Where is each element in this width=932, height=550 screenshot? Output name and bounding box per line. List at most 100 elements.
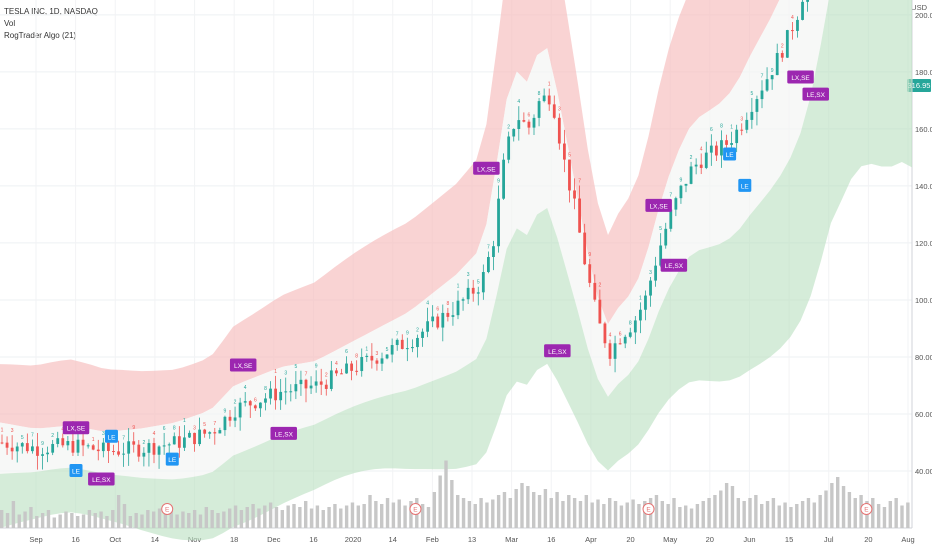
candle-body (390, 345, 394, 355)
candle-count: 1 (1, 427, 4, 433)
candle-body (198, 429, 201, 445)
candle-body (117, 451, 120, 455)
volume-bar (309, 508, 314, 528)
candle-count: 4 (426, 301, 429, 307)
volume-bar (116, 495, 121, 528)
signal-label: LX,SE (477, 166, 496, 173)
candle-count: 5 (21, 435, 24, 441)
volume-bar (128, 516, 133, 528)
y-tick-label: 140.00 (915, 182, 932, 191)
candle-body (674, 198, 678, 210)
candle-count: 8 (629, 321, 632, 327)
volume-bar (602, 504, 606, 528)
candle-body (405, 348, 409, 350)
volume-bar (280, 510, 285, 528)
volume-bar (543, 489, 548, 528)
candle-body (355, 370, 359, 372)
candle-count: 1 (548, 82, 551, 88)
candle-body (91, 445, 95, 450)
candle-body (269, 388, 272, 399)
event-marker (161, 503, 174, 515)
candle-body (319, 381, 323, 385)
volume-bar (549, 498, 553, 528)
volume-bar (356, 505, 361, 528)
legend-indicator[interactable]: RogTrader Algo (21) (4, 31, 77, 40)
x-tick-label: 14 (151, 535, 159, 544)
candle-body (517, 120, 521, 129)
volume-bar (818, 495, 822, 528)
candle-body (101, 442, 105, 452)
candle-body (299, 379, 303, 385)
candle-body (213, 432, 217, 434)
candle-count: 2 (51, 433, 54, 439)
volume-bar (268, 502, 273, 528)
volume-bar (210, 510, 214, 528)
volume-bar (795, 504, 799, 528)
volume-bar (286, 505, 290, 528)
candle-body (183, 437, 186, 448)
candle-body (127, 441, 131, 454)
signal-marker (723, 147, 737, 161)
volume-bar (315, 505, 320, 528)
volume-bar (783, 502, 787, 528)
candle-body (41, 454, 44, 456)
candle-count: 2 (781, 43, 784, 49)
candle-body (436, 316, 440, 328)
volume-bar (461, 498, 466, 528)
x-tick-label: Dec (267, 535, 281, 544)
middle-band (0, 0, 912, 479)
candle-count: 7 (396, 331, 399, 337)
volume-bar (35, 516, 39, 528)
candle-count: 7 (578, 179, 581, 185)
volume-bar (719, 490, 723, 528)
volume-bar (637, 504, 641, 528)
signal-marker (660, 258, 688, 272)
volume-bar (871, 498, 875, 528)
candle-count: 2 (416, 328, 419, 334)
candle-body (147, 443, 151, 453)
candle-body (684, 183, 688, 186)
candle-body (740, 129, 744, 131)
volume-bar (789, 507, 793, 528)
legend-symbol[interactable]: TESLA INC, 1D, NASDAQ (4, 7, 98, 16)
volume-bar (204, 507, 209, 528)
candle-body (36, 446, 39, 456)
x-tick-label: 14 (389, 535, 397, 544)
candle-body (380, 358, 384, 364)
candle-body (552, 104, 556, 118)
candle-body (765, 79, 769, 91)
candle-body (679, 185, 683, 199)
y-tick-label: 120.00 (915, 239, 932, 248)
volume-bar (157, 508, 162, 528)
candle-body (400, 339, 404, 349)
event-marker (642, 503, 655, 515)
candle-body (203, 429, 207, 434)
volume-bar (520, 483, 524, 528)
y-tick-label: 160.00 (915, 125, 932, 134)
candle-count: 6 (619, 331, 622, 337)
candle-count: 6 (436, 307, 439, 313)
candle-body (659, 245, 663, 266)
signal-marker (165, 452, 179, 466)
signal-label: LE,SX (665, 263, 684, 270)
y-tick-label: 180.00 (915, 68, 932, 77)
candle-count: 9 (588, 252, 591, 258)
candle-count: 2 (507, 125, 510, 131)
candle-count: 8 (538, 91, 541, 97)
legend-volume[interactable]: Vol (4, 19, 16, 28)
volume-bar (578, 501, 583, 528)
volume-bar (444, 460, 448, 528)
candle-body (264, 398, 267, 403)
candle-body (314, 381, 318, 386)
volume-bar (491, 499, 495, 528)
candle-body (451, 315, 455, 317)
volume-bar (713, 495, 717, 528)
volume-bar (432, 492, 437, 528)
candle-count: 1 (183, 418, 186, 424)
event-marker (409, 503, 422, 515)
volume-bar (572, 498, 577, 528)
signal-label: LX,SE (791, 75, 810, 82)
volume-bar (163, 513, 168, 528)
candle-count: 7 (213, 421, 216, 427)
